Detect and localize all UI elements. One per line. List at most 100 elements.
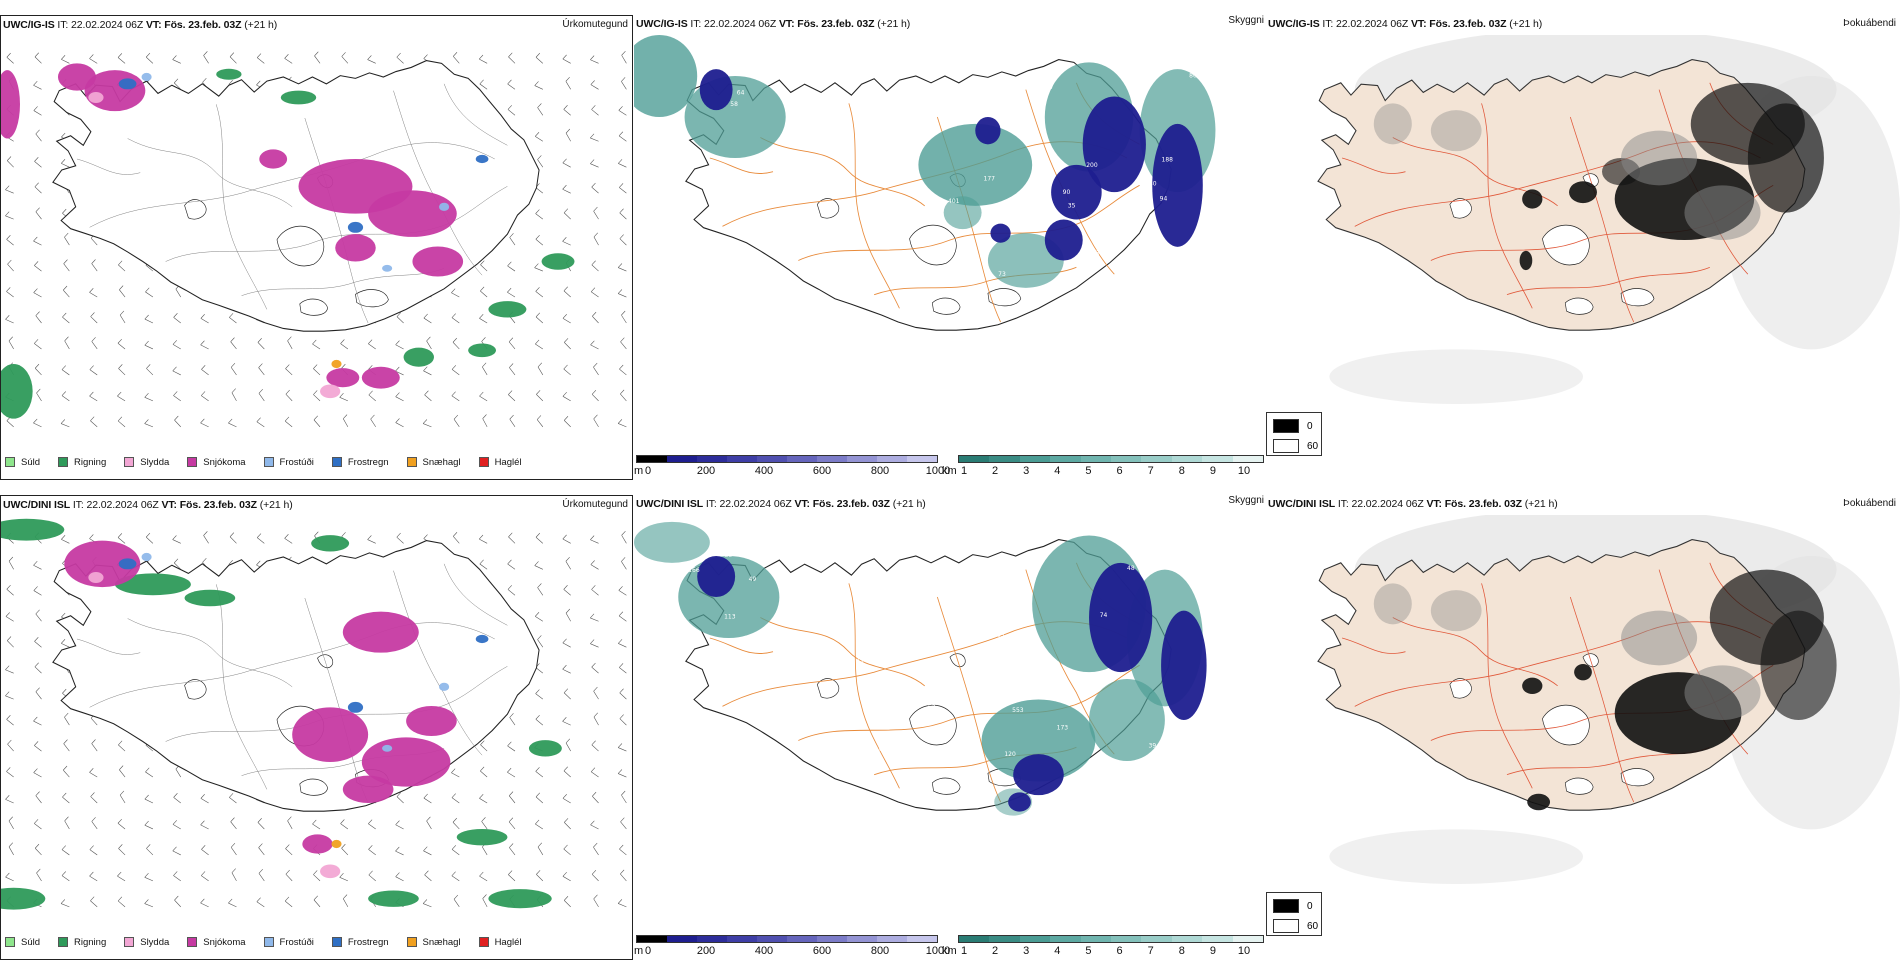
- wind-barb: [507, 261, 516, 272]
- legend-label: Slydda: [140, 456, 170, 468]
- wind-barb: [619, 234, 627, 246]
- wind-barb: [340, 819, 349, 830]
- wind-barb: [535, 312, 544, 324]
- wind-barb: [621, 310, 627, 324]
- wind-barb: [36, 868, 42, 882]
- wind-barb: [620, 817, 627, 830]
- wind-barb: [537, 635, 544, 648]
- depth-value-label: 113: [724, 613, 735, 620]
- tick-label: 8: [1178, 945, 1185, 957]
- tick-label: 0: [644, 465, 652, 477]
- wind-barb: [201, 845, 209, 856]
- precip-type-panel: UWC/IG-IS IT: 22.02.2024 06Z VT: Fös. 23…: [0, 15, 633, 480]
- wind-barb: [61, 365, 70, 376]
- legend-swatch: [58, 457, 69, 467]
- wind-barb: [61, 639, 70, 648]
- tick-label: 400: [754, 945, 774, 957]
- depth-value-label: 75: [856, 132, 864, 139]
- wind-barb: [256, 897, 265, 908]
- wind-barb: [5, 315, 14, 324]
- wind-barb: [562, 664, 571, 674]
- depth-value-label: 90: [1063, 189, 1071, 196]
- tick-label: 1: [960, 465, 968, 477]
- wind-barb: [508, 870, 516, 882]
- wind-barb: [452, 817, 460, 830]
- wind-barb: [591, 182, 599, 194]
- wind-barb: [424, 870, 432, 882]
- wind-barb: [144, 419, 154, 428]
- precip-rain-area: [488, 889, 552, 909]
- wind-barb: [562, 158, 571, 168]
- road-line: [1569, 596, 1635, 803]
- legend-label: Rigning: [74, 936, 107, 948]
- wind-barb: [8, 816, 14, 830]
- wind-barb: [619, 183, 627, 194]
- glacier-outline: [184, 199, 207, 220]
- wind-barb: [478, 534, 488, 544]
- road-line: [848, 103, 900, 309]
- wind-barb: [591, 105, 599, 116]
- wind-barb: [61, 535, 70, 544]
- wind-barb: [482, 414, 488, 428]
- depth-value-label: 31: [896, 133, 904, 140]
- wind-barb: [563, 364, 571, 376]
- wind-barb: [5, 665, 14, 674]
- fog-map: [1317, 515, 1900, 884]
- wind-barb: [620, 869, 627, 882]
- glacier-outline: [816, 198, 840, 219]
- legend-swatch: [478, 457, 489, 467]
- wind-barb: [422, 899, 432, 908]
- wind-barb: [482, 894, 488, 908]
- snow-depth-area: [699, 69, 733, 111]
- wind-barb: [172, 535, 181, 544]
- panel-type-label: Skyggni: [1228, 15, 1264, 26]
- wind-barb: [36, 388, 42, 402]
- wind-barb: [563, 208, 571, 220]
- wind-barb: [563, 585, 571, 596]
- depth-value-label: 49: [749, 576, 757, 583]
- depth-value-label: 71: [692, 705, 700, 712]
- wind-barb: [200, 898, 209, 908]
- wind-barb: [287, 336, 293, 350]
- fog-legend-swatch: [1273, 419, 1299, 433]
- wind-barb: [590, 613, 599, 622]
- wind-barb: [396, 792, 404, 804]
- depth-value-label: 48: [1127, 565, 1135, 572]
- wind-barb: [480, 740, 488, 752]
- wind-barb: [591, 390, 599, 402]
- map-title: UWC/DINI ISL IT: 22.02.2024 06Z VT: Fös.…: [3, 499, 293, 511]
- wind-barb: [479, 559, 488, 570]
- wind-barb: [563, 416, 571, 428]
- depth-value-label: 89: [1044, 667, 1052, 674]
- wind-barb: [535, 819, 543, 830]
- tick-label: 7: [1147, 945, 1154, 957]
- wind-barb: [63, 285, 70, 298]
- wind-barb: [562, 314, 571, 324]
- depth-value-label: 51: [1158, 253, 1166, 260]
- wind-barb: [284, 896, 293, 908]
- fog-legend-label: 60: [1307, 920, 1319, 932]
- panel-type-label: Úrkomutegund: [562, 499, 628, 510]
- depth-value-label: 200: [1086, 162, 1097, 169]
- wind-barb: [422, 419, 432, 428]
- wind-barb: [593, 894, 599, 908]
- legend-label: Súld: [21, 456, 41, 468]
- precip-snow-hail-area: [331, 359, 342, 369]
- road-line: [1341, 157, 1406, 174]
- legend-item: Snjókoma: [187, 457, 246, 468]
- fog-moderate-area: [1373, 103, 1412, 145]
- fog-legend-label: 60: [1307, 440, 1319, 452]
- glacier-outline: [816, 678, 840, 699]
- wind-barb: [565, 128, 571, 142]
- wind-barb: [201, 871, 209, 882]
- precip-sleet-area: [320, 864, 341, 879]
- wind-barb: [285, 869, 293, 882]
- wind-barb: [564, 338, 571, 350]
- wind-barb: [565, 608, 571, 622]
- depth-value-label: 13: [808, 95, 816, 102]
- wind-barb: [117, 818, 126, 830]
- depth-value-label: 79: [807, 89, 815, 96]
- tick-label: 0: [644, 945, 652, 957]
- glacier-outline: [299, 298, 328, 316]
- wind-barb: [535, 532, 544, 544]
